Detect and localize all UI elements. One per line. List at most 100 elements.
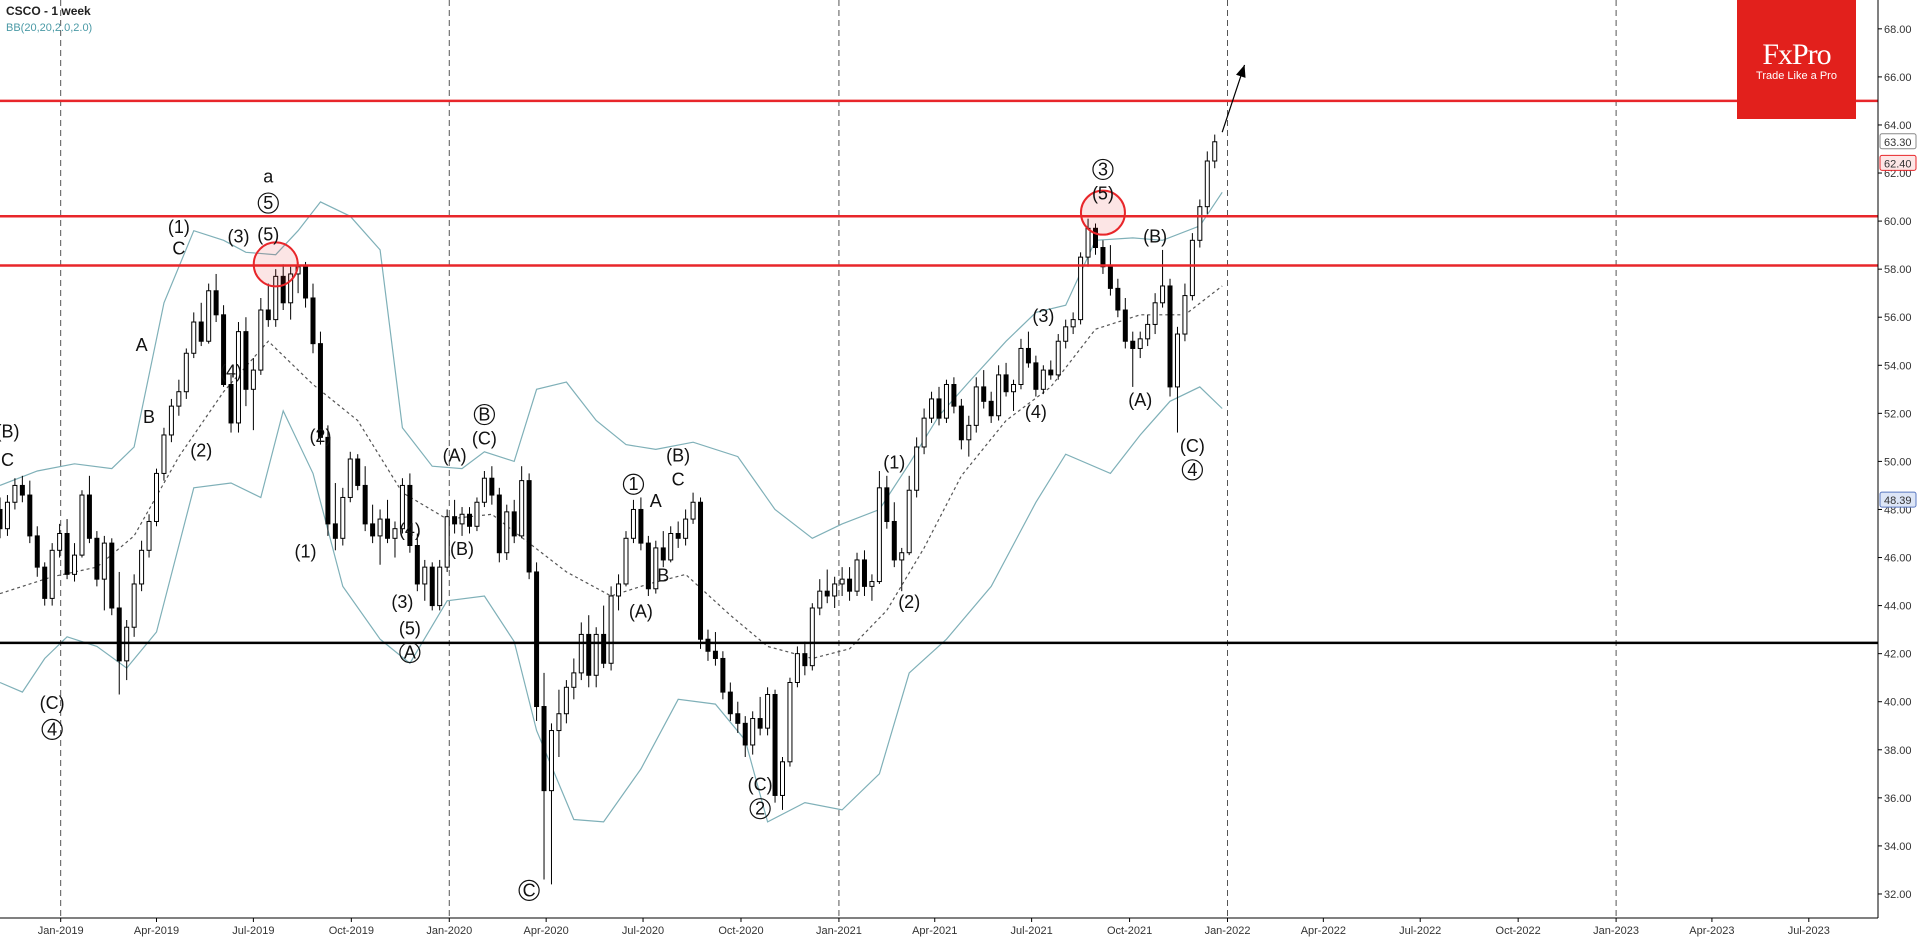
candle-body	[809, 607, 815, 667]
candle	[869, 574, 875, 601]
candle	[593, 627, 599, 688]
candle	[519, 466, 525, 539]
wave-label: (3)	[227, 227, 249, 247]
candle	[116, 571, 122, 695]
horizontal-levels	[0, 99, 1878, 645]
wave-label: (2)	[190, 441, 212, 461]
date-tick-label: Jul-2023	[1788, 925, 1830, 937]
candle-body	[1189, 239, 1195, 297]
price-tick-label: 54.00	[1884, 360, 1912, 372]
wave-label-circle	[749, 798, 771, 820]
wave-label: (C)	[1180, 436, 1205, 456]
candle-body	[1003, 374, 1009, 393]
candle-body	[49, 549, 55, 599]
candle-body	[370, 523, 376, 537]
candle	[72, 543, 78, 582]
wave-label: C	[672, 469, 685, 489]
candle	[712, 632, 718, 666]
date-tick-label: Jul-2020	[622, 925, 664, 937]
candle-body	[869, 581, 875, 587]
candle	[362, 466, 368, 532]
candle	[429, 562, 435, 611]
candle	[973, 377, 979, 433]
wave-label: (C)	[40, 693, 65, 713]
chart-header: CSCO - 1 week	[6, 4, 91, 18]
candle-body	[914, 446, 920, 491]
candle	[1174, 326, 1180, 433]
price-tick-label: 32.00	[1884, 889, 1912, 901]
candle	[504, 504, 510, 560]
candle	[228, 374, 234, 433]
candle-body	[161, 434, 167, 474]
wave-label: C	[523, 880, 536, 900]
price-tick-label: 52.00	[1884, 408, 1912, 420]
wave-label: (B)	[450, 539, 474, 559]
candle-body	[444, 516, 450, 568]
candle-body	[578, 633, 584, 674]
wave-label: 3	[1098, 159, 1108, 179]
price-badge	[1879, 154, 1917, 171]
wave-label: (2)	[309, 426, 331, 446]
candle	[586, 615, 592, 688]
candle-body	[854, 559, 860, 592]
price-tick-label: 42.00	[1884, 649, 1912, 661]
wave-label-circle	[399, 641, 421, 664]
candle-body	[660, 547, 666, 561]
wave-label-circle	[473, 403, 496, 426]
candle	[601, 605, 607, 669]
candle	[1107, 245, 1113, 296]
candle-body	[1137, 338, 1143, 349]
candle-body	[884, 487, 890, 522]
wave-label: B	[657, 566, 669, 586]
candle-body	[586, 633, 592, 676]
candle-body	[57, 532, 63, 551]
candle	[1018, 338, 1024, 390]
candle-body	[94, 537, 100, 580]
candle	[548, 723, 554, 885]
candle-body	[116, 607, 122, 662]
candle-body	[303, 266, 309, 299]
candle	[645, 535, 651, 596]
wave-label: B	[478, 405, 490, 425]
candle-body	[861, 559, 867, 587]
candle-body	[79, 494, 85, 556]
candle	[288, 266, 294, 320]
wave-label: C	[1, 450, 14, 470]
date-tick-label: Apr-2021	[912, 925, 957, 937]
price-tick-label: 56.00	[1884, 312, 1912, 324]
candle	[541, 672, 547, 880]
candle	[198, 302, 204, 347]
candle-body	[206, 290, 212, 342]
candle	[981, 370, 987, 409]
candle-body	[526, 480, 532, 573]
date-tick-label: Apr-2023	[1689, 925, 1734, 937]
candle-body	[720, 657, 726, 693]
candle	[154, 468, 159, 527]
candle	[876, 471, 882, 584]
candle-body	[146, 520, 152, 551]
candle-body	[1018, 347, 1024, 386]
candle-body	[832, 583, 838, 597]
candle-body	[34, 535, 40, 568]
candle	[839, 567, 845, 596]
candle	[951, 377, 957, 414]
wave-label: 4	[1187, 460, 1197, 480]
candle-body	[168, 405, 174, 436]
candle	[616, 574, 622, 611]
highlight-circle	[1079, 189, 1126, 236]
date-tick-label: Oct-2021	[1107, 925, 1152, 937]
candle	[265, 283, 271, 327]
candle-body	[973, 386, 979, 426]
candle-body	[1011, 384, 1017, 393]
candle	[921, 408, 927, 455]
candle-body	[601, 633, 607, 664]
price-tick-label: 60.00	[1884, 216, 1912, 228]
candle-body	[1115, 287, 1121, 311]
candle-body	[675, 532, 681, 539]
candle-body	[988, 400, 994, 417]
candle-body	[981, 386, 987, 402]
candle	[727, 682, 733, 721]
price-tick-label: 36.00	[1884, 793, 1912, 805]
candle-body	[645, 542, 651, 590]
